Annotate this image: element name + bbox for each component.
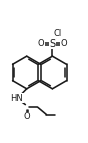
- Text: O: O: [38, 39, 44, 48]
- Text: Cl: Cl: [54, 29, 62, 38]
- Text: S: S: [49, 39, 55, 49]
- Text: O: O: [60, 39, 67, 48]
- Text: HN: HN: [10, 94, 23, 103]
- Text: O: O: [24, 113, 31, 122]
